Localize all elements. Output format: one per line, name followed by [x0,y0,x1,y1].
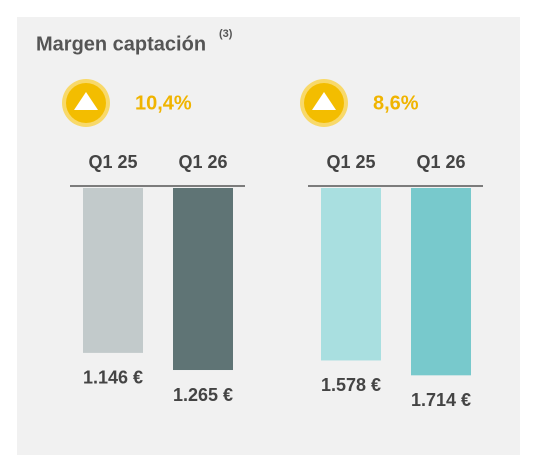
change-label: 10,4% [135,92,192,114]
value-label: 1.578 € [321,375,381,395]
category-label: Q1 26 [178,152,227,172]
change-arrow [74,92,98,110]
title: Margen captación [36,33,206,55]
bar [411,188,471,376]
value-label: 1.714 € [411,390,471,410]
category-label: Q1 25 [88,152,137,172]
change-label: 8,6% [373,92,419,114]
category-label: Q1 25 [326,152,375,172]
bar [321,188,381,361]
title-note: (3) [219,28,233,40]
value-label: 1.146 € [83,368,143,388]
change-arrow [312,92,336,110]
bar [173,188,233,371]
value-label: 1.265 € [173,385,233,405]
category-label: Q1 26 [416,152,465,172]
bar [83,188,143,353]
